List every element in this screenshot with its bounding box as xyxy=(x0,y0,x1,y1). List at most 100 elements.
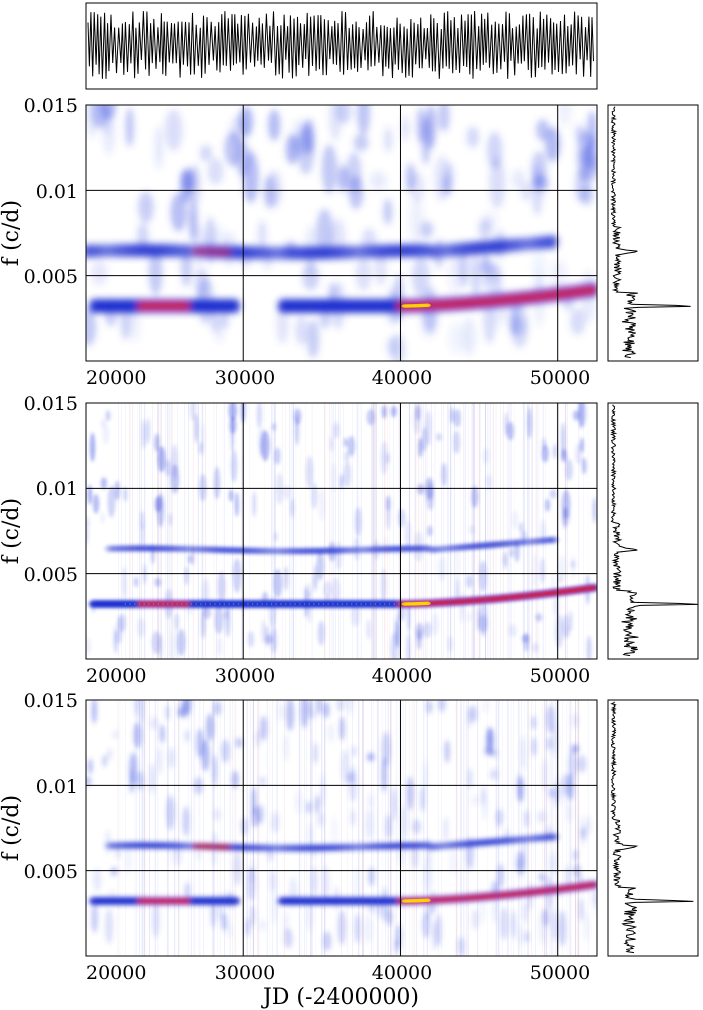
noise-blob xyxy=(380,441,388,475)
noise-blob xyxy=(180,168,196,192)
trace-dot xyxy=(138,603,141,605)
noise-blob xyxy=(423,858,433,894)
noise-blob xyxy=(472,909,479,930)
xtick-20000: 20000 xyxy=(86,962,146,984)
noise-blob xyxy=(100,512,105,524)
noise-blob xyxy=(572,863,582,879)
noise-blob xyxy=(417,483,425,495)
noise-blob xyxy=(409,196,424,244)
y-axis-label: f (c/d) xyxy=(0,498,24,564)
noise-blob xyxy=(421,786,425,812)
noise-blob xyxy=(553,723,557,757)
noise-blob xyxy=(506,421,515,441)
noise-blob xyxy=(566,625,571,638)
noise-blob xyxy=(483,700,489,713)
noise-blob xyxy=(354,507,362,537)
noise-blob xyxy=(554,614,564,648)
noise-blob xyxy=(581,145,594,170)
noise-blob xyxy=(549,853,556,876)
noise-blob xyxy=(300,700,309,729)
hot-spot xyxy=(588,585,597,591)
noise-blob xyxy=(425,700,433,714)
trace-dot xyxy=(228,603,230,605)
noise-blob xyxy=(571,555,576,581)
noise-blob xyxy=(500,907,509,941)
noise-blob xyxy=(141,419,146,449)
noise-blob xyxy=(381,887,388,923)
noise-blob xyxy=(511,169,526,189)
noise-blob xyxy=(86,638,91,655)
noise-blob xyxy=(587,110,597,151)
noise-blob xyxy=(336,700,346,712)
noise-blob xyxy=(577,754,587,773)
noise-blob xyxy=(343,461,352,488)
noise-blob xyxy=(492,898,498,924)
noise-blob xyxy=(133,576,139,588)
noise-blob xyxy=(549,489,557,499)
noise-blob xyxy=(406,600,411,632)
ytick-0.015: 0.015 xyxy=(24,95,78,117)
noise-blob xyxy=(535,613,543,622)
noise-blob xyxy=(283,911,289,936)
noise-blob xyxy=(89,432,96,462)
noise-blob xyxy=(329,435,334,452)
noise-blob xyxy=(247,631,255,648)
noise-blob xyxy=(86,521,89,545)
noise-blob xyxy=(353,134,369,151)
noise-blob xyxy=(418,437,423,458)
spectrogram-panel-3: 0.015 0.01 0.005 f (c/d) 20000 30000 400… xyxy=(0,690,699,1010)
panel-1-grid xyxy=(86,105,597,361)
noise-blob xyxy=(250,904,255,927)
trace-dot xyxy=(289,603,292,605)
noise-blob xyxy=(364,915,372,943)
noise-blob xyxy=(133,722,142,749)
noise-blob xyxy=(511,909,516,940)
noise-blob xyxy=(304,583,313,598)
panel-1-heatmap xyxy=(86,105,597,361)
noise-blob xyxy=(195,728,205,758)
noise-blob xyxy=(406,776,414,811)
noise-blob xyxy=(259,919,266,932)
noise-blob xyxy=(123,487,128,502)
noise-blob xyxy=(399,805,409,839)
trace-dot xyxy=(129,603,131,605)
noise-blob xyxy=(438,700,446,713)
noise-blob xyxy=(466,574,473,588)
noise-blob xyxy=(580,437,584,453)
trace-dot xyxy=(360,603,362,605)
noise-blob xyxy=(245,918,251,937)
noise-blob xyxy=(394,938,399,955)
noise-blob xyxy=(404,519,411,551)
noise-blob xyxy=(308,823,312,849)
noise-blob xyxy=(331,577,340,605)
xtick-50000: 50000 xyxy=(530,962,590,984)
noise-blob xyxy=(482,787,487,821)
ytick-0.005: 0.005 xyxy=(24,861,78,883)
x-axis-label: JD (-2400000) xyxy=(261,985,419,1010)
noise-blob xyxy=(553,443,557,459)
noise-blob xyxy=(448,322,465,354)
noise-blob xyxy=(115,848,121,860)
noise-blob xyxy=(157,446,166,473)
noise-blob xyxy=(416,629,422,650)
noise-blob xyxy=(368,866,375,886)
noise-blob xyxy=(425,105,437,150)
noise-blob xyxy=(561,489,571,520)
noise-blob xyxy=(468,706,472,728)
noise-blob xyxy=(221,739,230,763)
noise-blob xyxy=(92,493,100,514)
trace-dot xyxy=(308,603,311,605)
noise-blob xyxy=(105,410,111,422)
noise-blob xyxy=(573,849,579,862)
fundamental-ridge xyxy=(230,897,241,906)
trace-dot xyxy=(299,603,301,605)
noise-blob xyxy=(369,171,388,191)
noise-blob xyxy=(199,145,213,162)
noise-blob xyxy=(558,910,567,947)
noise-blob xyxy=(438,556,446,582)
noise-blob xyxy=(295,315,308,346)
noise-blob xyxy=(341,749,350,785)
noise-blob xyxy=(384,127,393,153)
noise-blob xyxy=(100,477,108,490)
noise-blob xyxy=(571,713,579,728)
